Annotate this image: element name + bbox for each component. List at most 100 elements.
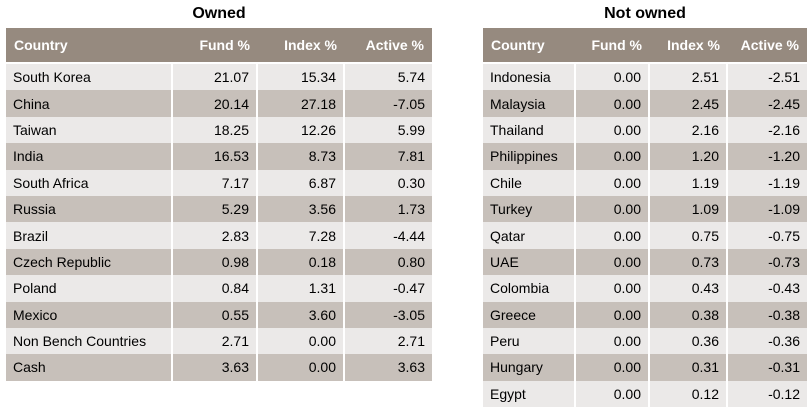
country-cell: Chile	[483, 169, 576, 196]
active-cell: 0.80	[345, 248, 432, 276]
index-cell: 0.00	[258, 327, 345, 355]
active-cell: -0.43	[728, 275, 807, 302]
index-cell: 7.28	[258, 222, 345, 249]
index-cell: 0.73	[650, 248, 728, 276]
country-cell: Indonesia	[483, 64, 576, 91]
index-cell: 6.87	[258, 169, 345, 196]
index-cell: 0.75	[650, 222, 728, 249]
country-cell: Czech Republic	[6, 248, 173, 276]
country-cell: South Africa	[6, 169, 173, 196]
fund-cell: 0.84	[173, 275, 258, 302]
index-cell: 1.09	[650, 195, 728, 223]
table-row: Malaysia 0.00 2.45 -2.45	[483, 90, 807, 117]
not-owned-panel: Not owned Country Fund % Index % Active …	[483, 0, 807, 408]
fund-cell: 0.00	[576, 301, 650, 328]
active-cell: 7.81	[345, 143, 432, 170]
table-row: Brazil 2.83 7.28 -4.44	[6, 222, 432, 249]
fund-cell: 0.00	[576, 169, 650, 196]
table-row: Poland 0.84 1.31 -0.47	[6, 275, 432, 302]
not-owned-header-row: Country Fund % Index % Active %	[483, 28, 807, 64]
fund-cell: 0.00	[576, 195, 650, 223]
owned-panel: Owned Country Fund % Index % Active % So…	[6, 0, 432, 381]
country-cell: Turkey	[483, 195, 576, 223]
index-cell: 0.18	[258, 248, 345, 276]
fund-cell: 0.00	[576, 90, 650, 117]
owned-header-fund: Fund %	[173, 28, 258, 64]
index-cell: 27.18	[258, 90, 345, 117]
fund-cell: 20.14	[173, 90, 258, 117]
fund-cell: 0.00	[576, 327, 650, 355]
active-cell: -3.05	[345, 301, 432, 328]
table-row: South Africa 7.17 6.87 0.30	[6, 169, 432, 196]
fund-cell: 0.00	[576, 64, 650, 91]
fund-cell: 2.71	[173, 327, 258, 355]
table-row: Indonesia 0.00 2.51 -2.51	[483, 64, 807, 91]
country-cell: Malaysia	[483, 90, 576, 117]
country-cell: India	[6, 143, 173, 170]
active-cell: -0.38	[728, 301, 807, 328]
country-cell: Qatar	[483, 222, 576, 249]
fund-cell: 2.83	[173, 222, 258, 249]
active-cell: -2.45	[728, 90, 807, 117]
index-cell: 1.31	[258, 275, 345, 302]
table-row: Egypt 0.00 0.12 -0.12	[483, 380, 807, 408]
not-owned-table: Country Fund % Index % Active % Indonesi…	[483, 28, 807, 408]
active-cell: 5.99	[345, 116, 432, 144]
active-cell: 5.74	[345, 64, 432, 91]
active-cell: -2.16	[728, 116, 807, 144]
fund-cell: 0.00	[576, 275, 650, 302]
country-cell: Non Bench Countries	[6, 327, 173, 355]
fund-cell: 0.98	[173, 248, 258, 276]
index-cell: 0.38	[650, 301, 728, 328]
country-cell: Hungary	[483, 354, 576, 381]
country-cell: Greece	[483, 301, 576, 328]
owned-title: Owned	[192, 5, 246, 22]
index-cell: 0.00	[258, 354, 345, 381]
not-owned-table-body: Indonesia 0.00 2.51 -2.51 Malaysia 0.00 …	[483, 64, 807, 408]
table-row: Taiwan 18.25 12.26 5.99	[6, 116, 432, 144]
fund-cell: 0.00	[576, 222, 650, 249]
index-cell: 2.51	[650, 64, 728, 91]
table-row: Greece 0.00 0.38 -0.38	[483, 301, 807, 328]
active-cell: -0.73	[728, 248, 807, 276]
fund-cell: 0.00	[576, 354, 650, 381]
active-cell: -0.75	[728, 222, 807, 249]
table-row: Colombia 0.00 0.43 -0.43	[483, 275, 807, 302]
table-row: Turkey 0.00 1.09 -1.09	[483, 195, 807, 223]
active-cell: -1.20	[728, 143, 807, 170]
table-row: Thailand 0.00 2.16 -2.16	[483, 116, 807, 144]
table-row: India 16.53 8.73 7.81	[6, 143, 432, 170]
active-cell: -2.51	[728, 64, 807, 91]
active-cell: -0.31	[728, 354, 807, 381]
table-row: Peru 0.00 0.36 -0.36	[483, 327, 807, 355]
table-row: Russia 5.29 3.56 1.73	[6, 195, 432, 223]
active-cell: -0.12	[728, 380, 807, 408]
fund-cell: 0.00	[576, 380, 650, 408]
table-row: China 20.14 27.18 -7.05	[6, 90, 432, 117]
index-cell: 2.45	[650, 90, 728, 117]
table-row: UAE 0.00 0.73 -0.73	[483, 248, 807, 276]
table-row: Philippines 0.00 1.20 -1.20	[483, 143, 807, 170]
table-row: Non Bench Countries 2.71 0.00 2.71	[6, 327, 432, 355]
table-row: Hungary 0.00 0.31 -0.31	[483, 354, 807, 381]
index-cell: 12.26	[258, 116, 345, 144]
country-cell: Taiwan	[6, 116, 173, 144]
active-cell: -1.19	[728, 169, 807, 196]
index-cell: 0.43	[650, 275, 728, 302]
country-cell: South Korea	[6, 64, 173, 91]
fund-cell: 7.17	[173, 169, 258, 196]
fund-cell: 0.55	[173, 301, 258, 328]
fund-cell: 3.63	[173, 354, 258, 381]
not-owned-header-index: Index %	[650, 28, 728, 64]
active-cell: -0.47	[345, 275, 432, 302]
owned-table-body: South Korea 21.07 15.34 5.74 China 20.14…	[6, 64, 432, 381]
active-cell: 3.63	[345, 354, 432, 381]
table-row: Qatar 0.00 0.75 -0.75	[483, 222, 807, 249]
country-cell: Mexico	[6, 301, 173, 328]
active-cell: 1.73	[345, 195, 432, 223]
country-cell: Philippines	[483, 143, 576, 170]
country-cell: Cash	[6, 354, 173, 381]
active-cell: -4.44	[345, 222, 432, 249]
owned-header-country: Country	[6, 28, 173, 64]
not-owned-header-active: Active %	[728, 28, 807, 64]
